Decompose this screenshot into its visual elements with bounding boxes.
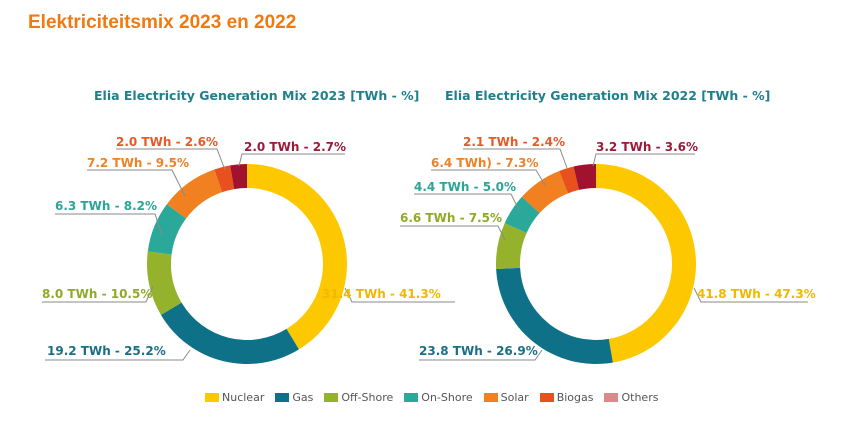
- data-label-gas: 23.8 TWh - 26.9%: [419, 344, 538, 358]
- legend-item-on-shore: On-Shore: [404, 391, 473, 404]
- data-label-others: 3.2 TWh - 3.6%: [596, 140, 698, 154]
- legend-label: Solar: [500, 391, 529, 404]
- leader-line: [87, 169, 186, 197]
- leader-line: [45, 349, 191, 361]
- slice-nuclear: [247, 164, 347, 350]
- leader-line: [419, 349, 543, 361]
- legend-item-nuclear: Nuclear: [205, 391, 264, 404]
- legend-label: Off-Shore: [341, 391, 394, 404]
- leader-line: [592, 153, 695, 167]
- slice-gas: [496, 267, 613, 364]
- legend-item-gas: Gas: [275, 391, 313, 404]
- legend-swatch: [324, 393, 339, 402]
- data-label-biogas: 2.0 TWh - 2.6%: [116, 135, 218, 149]
- slice-biogas: [559, 166, 579, 194]
- slice-others: [573, 164, 596, 190]
- slice-others: [230, 164, 247, 190]
- page-title: Elektriciteitsmix 2023 en 2022: [28, 12, 297, 33]
- legend-label: Nuclear: [222, 391, 265, 404]
- slice-on-shore: [504, 196, 540, 233]
- legend-label: Others: [621, 391, 659, 404]
- leader-line: [414, 193, 520, 211]
- leader-line: [431, 169, 546, 186]
- data-label-solar: 7.2 TWh - 9.5%: [87, 156, 189, 170]
- donut-chart-2023: 31.4 TWh - 41.3% 19.2 TWh - 25.2% 8.0 TWh …: [42, 135, 455, 364]
- data-label-others: 2.0 TWh - 2.7%: [244, 140, 346, 154]
- legend-label: Biogas: [556, 391, 594, 404]
- legend-item-biogas: Biogas: [539, 391, 594, 404]
- data-label-nuclear: 41.8 TWh - 47.3%: [697, 287, 816, 301]
- legend-label: On-Shore: [421, 391, 473, 404]
- leader-line: [693, 287, 808, 303]
- slice-on-shore: [147, 204, 187, 255]
- legend-swatch: [275, 393, 290, 402]
- legend-item-others: Others: [604, 391, 658, 404]
- slice-off-shore: [496, 223, 527, 270]
- legend-swatch: [539, 393, 554, 402]
- leader-line: [463, 148, 568, 169]
- chart-title-2023: Elia Electricity Generation Mix 2023 [TW…: [94, 88, 419, 103]
- leader-line: [55, 213, 163, 237]
- leader-line: [238, 153, 345, 167]
- data-label-off-shore: 6.6 TWh - 7.5%: [400, 211, 502, 225]
- leader-line: [344, 287, 455, 303]
- legend-swatch: [404, 393, 419, 402]
- legend-label: Gas: [292, 391, 314, 404]
- legend-swatch: [604, 393, 619, 402]
- slice-nuclear: [596, 164, 696, 363]
- slice-solar: [521, 171, 569, 214]
- slice-solar: [166, 169, 223, 219]
- legend: Nuclear Gas Off-Shore On-Shore Solar Biogas Ot…: [205, 391, 669, 404]
- leader-line: [400, 225, 506, 241]
- data-label-biogas: 2.1 TWh - 2.4%: [463, 135, 565, 149]
- leader-line: [116, 148, 226, 171]
- legend-swatch: [483, 393, 498, 402]
- data-label-solar: 6.4 TWh) - 7.3%: [431, 156, 539, 170]
- data-label-gas: 19.2 TWh - 25.2%: [47, 344, 166, 358]
- legend-item-off-shore: Off-Shore: [324, 391, 393, 404]
- data-label-on-shore: 4.4 TWh - 5.0%: [414, 180, 516, 194]
- leader-line: [42, 285, 154, 303]
- data-label-nuclear: 31.4 TWh - 41.3%: [322, 287, 441, 301]
- donut-chart-2022: 41.8 TWh - 47.3% 23.8 TWh - 26.9% 6.6 TWh …: [400, 135, 816, 364]
- legend-item-solar: Solar: [483, 391, 529, 404]
- slice-off-shore: [147, 251, 182, 315]
- data-label-on-shore: 6.3 TWh - 8.2%: [55, 199, 157, 213]
- slice-gas: [160, 302, 299, 364]
- legend-swatch: [205, 393, 219, 402]
- slice-biogas: [214, 165, 235, 193]
- chart-title-2022: Elia Electricity Generation Mix 2022 [TW…: [445, 88, 770, 103]
- data-label-off-shore: 8.0 TWh - 10.5%: [42, 287, 152, 301]
